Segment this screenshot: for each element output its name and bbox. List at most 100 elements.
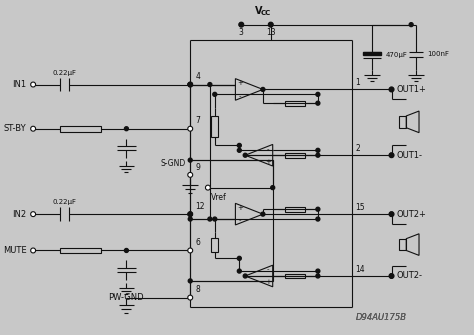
Bar bbox=[285, 207, 305, 212]
Text: IN2: IN2 bbox=[12, 210, 26, 219]
Circle shape bbox=[188, 248, 193, 253]
Text: -: - bbox=[239, 217, 242, 223]
Circle shape bbox=[31, 82, 36, 87]
Circle shape bbox=[188, 82, 193, 87]
Text: ST-BY: ST-BY bbox=[4, 124, 26, 133]
Text: IN1: IN1 bbox=[12, 80, 26, 89]
Text: +: + bbox=[265, 279, 271, 285]
Text: 0.22μF: 0.22μF bbox=[53, 199, 76, 205]
Text: 2: 2 bbox=[355, 144, 360, 153]
Circle shape bbox=[31, 212, 36, 217]
Text: 4: 4 bbox=[195, 72, 200, 81]
Circle shape bbox=[268, 22, 273, 27]
Circle shape bbox=[188, 158, 192, 162]
Circle shape bbox=[243, 153, 247, 157]
Circle shape bbox=[237, 256, 241, 260]
Circle shape bbox=[261, 87, 265, 91]
Bar bbox=[400, 116, 406, 128]
Circle shape bbox=[316, 217, 320, 221]
Circle shape bbox=[188, 212, 193, 217]
Circle shape bbox=[188, 82, 192, 86]
Circle shape bbox=[243, 274, 247, 278]
Circle shape bbox=[316, 92, 320, 96]
Text: -: - bbox=[266, 146, 269, 152]
Bar bbox=[285, 274, 305, 278]
Text: S-GND: S-GND bbox=[160, 158, 185, 168]
Text: 6: 6 bbox=[195, 238, 200, 247]
Circle shape bbox=[237, 143, 241, 147]
Circle shape bbox=[316, 101, 320, 105]
Circle shape bbox=[208, 82, 212, 86]
Circle shape bbox=[261, 212, 265, 216]
Circle shape bbox=[389, 153, 394, 158]
Circle shape bbox=[316, 153, 320, 157]
Text: 14: 14 bbox=[355, 265, 365, 274]
Bar bbox=[60, 126, 101, 132]
Circle shape bbox=[205, 185, 210, 190]
Circle shape bbox=[188, 173, 193, 177]
Bar bbox=[285, 101, 305, 106]
Bar bbox=[363, 52, 381, 55]
Circle shape bbox=[188, 126, 193, 131]
Circle shape bbox=[237, 269, 241, 273]
Circle shape bbox=[390, 274, 393, 278]
Text: +: + bbox=[237, 80, 243, 86]
Circle shape bbox=[237, 148, 241, 152]
Text: 15: 15 bbox=[355, 203, 365, 212]
Circle shape bbox=[239, 22, 244, 27]
Text: 100nF: 100nF bbox=[427, 51, 449, 57]
Text: 470μF: 470μF bbox=[386, 52, 408, 58]
Text: 12: 12 bbox=[195, 202, 205, 211]
Circle shape bbox=[316, 274, 320, 278]
Circle shape bbox=[390, 153, 393, 157]
Text: D94AU175B: D94AU175B bbox=[356, 313, 407, 322]
Circle shape bbox=[208, 217, 212, 221]
Circle shape bbox=[188, 217, 192, 221]
Circle shape bbox=[389, 87, 394, 92]
Circle shape bbox=[271, 186, 274, 190]
Text: 8: 8 bbox=[195, 285, 200, 294]
Circle shape bbox=[188, 212, 192, 216]
Text: MUTE: MUTE bbox=[3, 246, 26, 255]
Text: OUT2-: OUT2- bbox=[396, 271, 422, 280]
Bar bbox=[400, 239, 406, 251]
Text: V: V bbox=[255, 6, 263, 16]
Circle shape bbox=[31, 248, 36, 253]
Circle shape bbox=[188, 212, 192, 216]
Bar bbox=[285, 153, 305, 158]
Bar bbox=[60, 248, 101, 253]
Text: PW-GND: PW-GND bbox=[109, 293, 144, 302]
Bar bbox=[211, 117, 218, 137]
Circle shape bbox=[213, 92, 217, 96]
Text: Vref: Vref bbox=[211, 193, 227, 202]
Circle shape bbox=[316, 207, 320, 211]
Bar bbox=[211, 238, 218, 252]
Text: D94AU175B: D94AU175B bbox=[356, 313, 407, 322]
Text: 3: 3 bbox=[239, 28, 244, 37]
Circle shape bbox=[188, 82, 192, 86]
Text: 0.22μF: 0.22μF bbox=[53, 70, 76, 76]
Circle shape bbox=[269, 23, 273, 26]
Circle shape bbox=[125, 127, 128, 131]
Text: OUT1+: OUT1+ bbox=[396, 85, 426, 94]
Circle shape bbox=[316, 148, 320, 152]
Circle shape bbox=[409, 23, 413, 26]
Circle shape bbox=[125, 249, 128, 253]
Circle shape bbox=[389, 274, 394, 278]
Text: 7: 7 bbox=[195, 116, 200, 125]
Circle shape bbox=[188, 295, 193, 300]
Text: -: - bbox=[266, 267, 269, 273]
Circle shape bbox=[390, 212, 393, 216]
Text: +: + bbox=[265, 158, 271, 164]
Circle shape bbox=[213, 217, 217, 221]
Text: 13: 13 bbox=[266, 28, 275, 37]
Text: 1: 1 bbox=[355, 78, 360, 87]
Circle shape bbox=[239, 23, 243, 26]
Text: -: - bbox=[239, 93, 242, 99]
Text: OUT2+: OUT2+ bbox=[396, 210, 426, 219]
Circle shape bbox=[188, 82, 192, 86]
Circle shape bbox=[389, 212, 394, 217]
Text: OUT1-: OUT1- bbox=[396, 151, 422, 160]
Text: 9: 9 bbox=[195, 162, 200, 172]
Circle shape bbox=[188, 279, 192, 283]
